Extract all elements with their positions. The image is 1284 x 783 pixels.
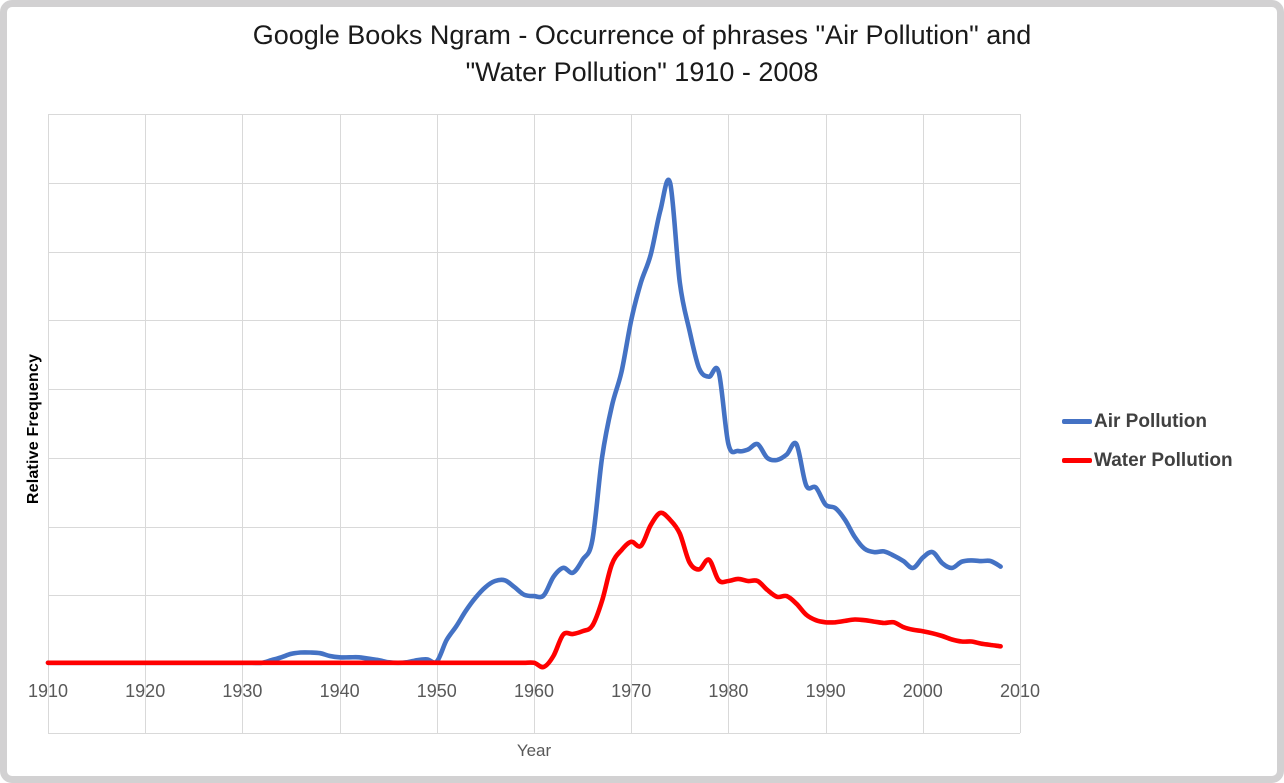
- chart-title-line-2: "Water Pollution" 1910 - 2008: [465, 57, 819, 87]
- legend-line-swatch: [1062, 419, 1092, 424]
- x-tick-label: 1970: [611, 681, 652, 701]
- chart-title: Google Books Ngram - Occurrence of phras…: [8, 17, 1276, 91]
- x-tick-label: 1930: [222, 681, 263, 701]
- x-tick-label: 1990: [805, 681, 846, 701]
- x-tick-label: 2010: [999, 681, 1041, 701]
- y-axis-title: Relative Frequency: [25, 353, 42, 505]
- x-tick-label: 1980: [708, 681, 749, 701]
- water-pollution-line: [45, 510, 1003, 670]
- legend-item: Air Pollution: [1062, 402, 1233, 441]
- legend-item: Water Pollution: [1062, 441, 1233, 480]
- legend-line-swatch: [1062, 458, 1092, 463]
- legend-label: Air Pollution: [1094, 410, 1207, 432]
- legend-label: Water Pollution: [1094, 449, 1233, 471]
- chart-title-line-1: Google Books Ngram - Occurrence of phras…: [252, 20, 1032, 50]
- legend: Air Pollution Water Pollution: [1062, 402, 1233, 480]
- x-axis-title: Year: [516, 741, 552, 760]
- x-tick-label: 1920: [125, 681, 166, 701]
- x-tick-label: 1950: [416, 681, 457, 701]
- x-tick-label: 1940: [319, 681, 360, 701]
- x-tick-label: 1910: [27, 681, 69, 701]
- x-tick-label: 1960: [513, 681, 555, 701]
- x-tick-label: 2000: [902, 681, 943, 701]
